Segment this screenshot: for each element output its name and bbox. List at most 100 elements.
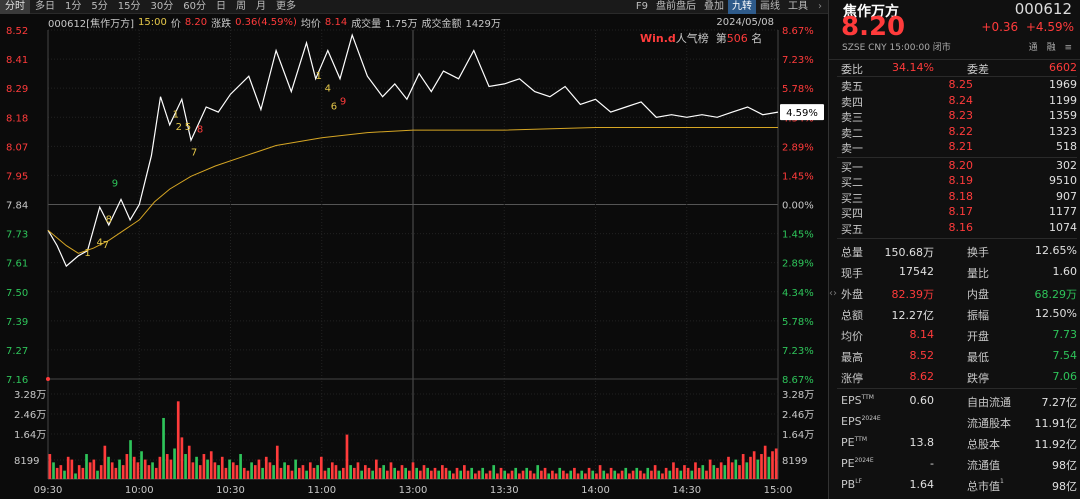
price-tick-label: 8.41	[6, 55, 28, 66]
volume-tick-label-right: 2.46万	[782, 410, 814, 421]
draw-line-button[interactable]: 画线	[760, 0, 780, 12]
fundamental-label-text: PE	[841, 436, 855, 449]
chart-toolbar: 分时 多日 1分 5分 15分 30分 60分 日 周 月 更多 F9 盘前盘后…	[0, 0, 828, 14]
bid-volume: 1177	[1049, 205, 1077, 218]
time-tick-label: 13:30	[490, 485, 519, 496]
chevron-left-icon[interactable]: ‹›	[829, 288, 837, 299]
stat-label: 振幅	[967, 309, 989, 322]
wind-popularity-badge[interactable]: Win.d人气榜 第506 名	[640, 30, 762, 46]
ask-row[interactable]: 卖四 8.24 1199	[841, 94, 1077, 111]
ask-row[interactable]: 卖二 8.22 1323	[841, 125, 1077, 142]
stat-label: 现手	[841, 267, 863, 280]
bid-row[interactable]: 买四 8.17 1177	[841, 205, 1077, 222]
price-tick-label: 7.50	[6, 288, 28, 299]
volume-bar	[701, 465, 705, 479]
ask-volume: 1323	[1049, 124, 1077, 138]
fundamental-row: PE2024E - 流通值 98亿	[841, 457, 1077, 474]
volume-bar	[708, 459, 712, 479]
tab-intraday[interactable]: 分时	[0, 0, 30, 14]
tab-30min[interactable]: 30分	[150, 0, 174, 12]
volume-bar	[503, 470, 507, 479]
tab-5min[interactable]: 5分	[91, 0, 108, 12]
volume-bar	[312, 467, 316, 479]
tab-multiday[interactable]: 多日	[35, 0, 55, 12]
volume-bar	[635, 467, 639, 479]
volume-bar	[132, 456, 136, 479]
pct-tick-label: 8.67%	[782, 26, 814, 37]
volume-bar	[415, 467, 419, 479]
volume-bar	[99, 465, 103, 479]
tools-button[interactable]: 工具	[788, 0, 808, 12]
volume-bar	[118, 459, 121, 479]
nine-turn-button[interactable]: 九转	[728, 0, 756, 14]
time-tick-label: 14:00	[581, 485, 610, 496]
bid-label: 买五	[841, 222, 863, 236]
last-price: 8.20	[841, 12, 906, 42]
fundamental-value: 13.8	[909, 436, 935, 449]
volume-bar	[752, 451, 756, 479]
overlay-button[interactable]: 叠加	[704, 0, 724, 12]
volume-bar	[580, 470, 584, 479]
fundamental-value: 11.91亿	[1034, 417, 1078, 430]
price-tick-label: 8.07	[6, 142, 28, 153]
change-label: 涨跌	[211, 18, 232, 30]
volume-tick-label-right: 1.64万	[782, 430, 814, 441]
fundamental-label: PE2024E	[841, 457, 874, 470]
volume-bar	[286, 465, 290, 479]
volume-bar	[642, 473, 646, 479]
f9-button[interactable]: F9	[635, 0, 648, 12]
volume-bar	[492, 465, 496, 479]
bid-volume: 9510	[1049, 174, 1077, 187]
volume-bar	[547, 473, 551, 479]
volume-bar	[173, 448, 176, 479]
volume-bar	[140, 451, 143, 479]
volume-bar	[92, 459, 96, 479]
tab-day[interactable]: 日	[215, 0, 226, 12]
ask-row[interactable]: 卖五 8.25 1969	[841, 78, 1077, 95]
volume-bar	[253, 465, 257, 479]
pct-tick-label: 0.00%	[782, 201, 814, 212]
volume-bar	[96, 470, 99, 479]
ask-row[interactable]: 卖一 8.21 518	[841, 140, 1077, 157]
bid-row[interactable]: 买二 8.19 9510	[841, 174, 1077, 191]
volume-bar	[275, 445, 279, 479]
volume-bar	[213, 462, 217, 479]
stock-code-name: 000612[焦作万方]	[48, 18, 134, 30]
volume-bar	[143, 459, 147, 479]
intraday-chart[interactable]: 8.52 8.67% 8.41 7.23% 8.29 5.78% 8.18 4.34% 8.07…	[0, 14, 828, 499]
bid-row[interactable]: 买五 8.16 1074	[841, 221, 1077, 238]
tab-60min[interactable]: 60分	[183, 0, 206, 12]
volume-bar	[74, 473, 77, 479]
volume-tick-label: 8199	[14, 456, 39, 467]
ask-row[interactable]: 卖三 8.23 1359	[841, 109, 1077, 126]
volume-bar	[371, 470, 374, 479]
volume-bar	[485, 473, 488, 479]
volume-bar	[664, 467, 668, 479]
volume-bar	[529, 470, 532, 479]
volume-bar	[316, 465, 319, 479]
premarket-button[interactable]: 盘前盘后	[656, 0, 696, 12]
tab-1min[interactable]: 1分	[65, 0, 82, 12]
tab-month[interactable]: 月	[255, 0, 266, 12]
volume-bar	[360, 470, 363, 479]
tab-more[interactable]: 更多	[275, 0, 296, 12]
volume-bar	[705, 470, 708, 479]
volume-bar	[268, 462, 272, 479]
volume-bar	[422, 465, 426, 479]
volume-bar	[169, 459, 173, 479]
bid-row[interactable]: 买一 8.20 302	[841, 159, 1077, 176]
chevron-right-icon[interactable]: ›	[818, 1, 822, 12]
stat-value: 7.06	[1052, 370, 1078, 383]
stat-row: 现手 17542 量比 1.60	[841, 265, 1077, 282]
fundamental-label: EPSTTM	[841, 394, 874, 407]
volume-bar	[125, 454, 129, 479]
fundamental-label-sup: 2024E	[861, 415, 881, 422]
tab-week[interactable]: 周	[235, 0, 246, 12]
tab-15min[interactable]: 15分	[117, 0, 141, 12]
volume-bar	[690, 470, 694, 479]
menu-icon[interactable]: ≡	[1064, 43, 1072, 53]
tag-connect: 通	[1028, 43, 1038, 53]
bid-row[interactable]: 买三 8.18 907	[841, 190, 1077, 207]
pct-tick-label: 1.45%	[782, 230, 814, 241]
stat-value: 8.14	[909, 328, 935, 341]
